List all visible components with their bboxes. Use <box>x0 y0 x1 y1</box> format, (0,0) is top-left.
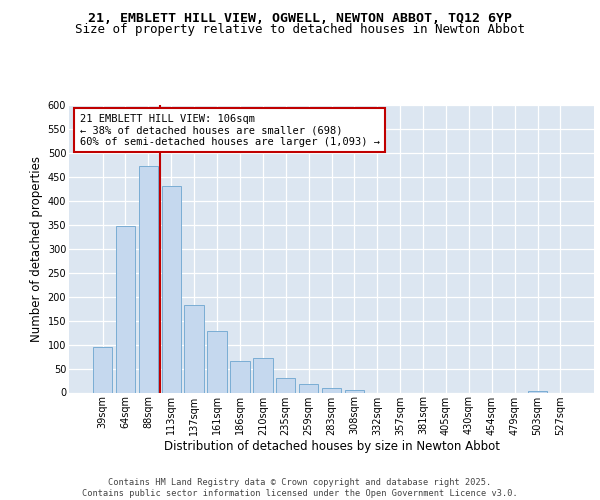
Bar <box>528 391 547 392</box>
Bar <box>208 331 227 392</box>
X-axis label: Distribution of detached houses by size in Newton Abbot: Distribution of detached houses by size … <box>163 440 499 454</box>
Y-axis label: Number of detached properties: Number of detached properties <box>31 156 43 342</box>
Bar <box>116 226 135 392</box>
Bar <box>184 305 204 392</box>
Text: 21 EMBLETT HILL VIEW: 106sqm
← 38% of detached houses are smaller (698)
60% of s: 21 EMBLETT HILL VIEW: 106sqm ← 38% of de… <box>79 114 380 147</box>
Bar <box>299 384 319 392</box>
Bar <box>253 358 272 392</box>
Text: Contains HM Land Registry data © Crown copyright and database right 2025.
Contai: Contains HM Land Registry data © Crown c… <box>82 478 518 498</box>
Text: Size of property relative to detached houses in Newton Abbot: Size of property relative to detached ho… <box>75 22 525 36</box>
Bar <box>344 390 364 392</box>
Text: 21, EMBLETT HILL VIEW, OGWELL, NEWTON ABBOT, TQ12 6YP: 21, EMBLETT HILL VIEW, OGWELL, NEWTON AB… <box>88 12 512 26</box>
Bar <box>139 166 158 392</box>
Bar <box>93 347 112 393</box>
Bar <box>230 362 250 392</box>
Bar <box>322 388 341 392</box>
Bar <box>161 186 181 392</box>
Bar <box>276 378 295 392</box>
